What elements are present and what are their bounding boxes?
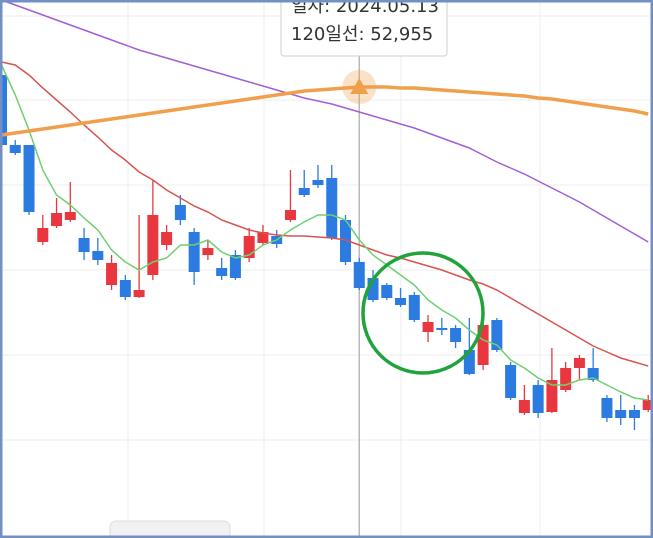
- candle-body: [642, 400, 653, 410]
- candle-body: [78, 238, 90, 252]
- candle-body: [257, 232, 269, 243]
- candle-body: [64, 212, 76, 220]
- candle-body: [573, 358, 585, 368]
- highlight-circle: [361, 251, 485, 375]
- candle-body: [615, 410, 627, 418]
- candle-body: [0, 75, 7, 145]
- candle-body: [147, 215, 159, 275]
- candle-body: [491, 320, 503, 350]
- candle-body: [51, 213, 63, 226]
- marker: [350, 78, 369, 94]
- candle-body: [312, 180, 324, 185]
- moving-average-line: [1, 0, 649, 243]
- candle-body: [229, 255, 241, 278]
- candle-body: [243, 236, 255, 258]
- candle-body: [106, 263, 118, 285]
- tooltip-box: [280, 0, 448, 57]
- candle-body: [450, 328, 462, 342]
- tooltip-value: 120일선: 52,955: [291, 24, 433, 45]
- moving-average-line: [1, 61, 649, 367]
- candle-body: [532, 385, 544, 413]
- tooltip-date: 일자: 2024.05.13: [291, 0, 439, 17]
- candle-body: [188, 232, 200, 272]
- candle-body: [436, 328, 448, 330]
- candle-body: [37, 228, 49, 242]
- candle-body: [395, 298, 407, 305]
- moving-average-line: [0, 64, 649, 401]
- candle-body: [202, 248, 214, 255]
- candle-body: [628, 410, 640, 418]
- candle-body: [216, 268, 228, 276]
- candle-body: [518, 400, 530, 413]
- candle-body: [92, 251, 104, 260]
- candle-body: [161, 232, 173, 245]
- candle-body: [560, 368, 572, 390]
- candle-body: [408, 295, 420, 320]
- candle-body: [587, 368, 599, 380]
- candle-body: [326, 178, 338, 238]
- candle-body: [477, 325, 489, 365]
- candle-body: [505, 365, 517, 398]
- candle-body: [463, 350, 475, 374]
- candle-body: [422, 322, 434, 332]
- candle-body: [601, 398, 613, 418]
- candle-body: [174, 205, 186, 220]
- tooltip: 일자: 2024.05.13 120일선: 52,955: [280, 0, 448, 57]
- candle-body: [381, 285, 393, 298]
- candle-body: [9, 145, 21, 153]
- candle-body: [298, 188, 310, 195]
- candle-body: [133, 290, 145, 297]
- candle-body: [340, 220, 351, 262]
- candle-body: [119, 280, 131, 297]
- moving-average-line: [1, 85, 649, 137]
- scroll-handle[interactable]: [109, 520, 231, 538]
- candle-body: [23, 145, 35, 212]
- candle-body: [367, 278, 379, 300]
- candle-body: [353, 262, 365, 288]
- candle-body: [546, 380, 558, 412]
- candle-body: [284, 210, 296, 220]
